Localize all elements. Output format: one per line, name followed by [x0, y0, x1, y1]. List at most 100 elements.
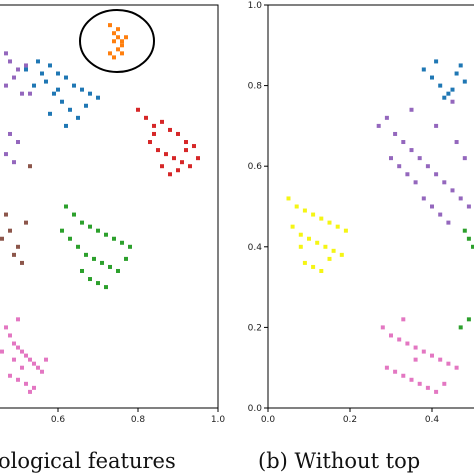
x-tick-label: 0.8: [131, 415, 146, 425]
point: [120, 240, 124, 245]
point: [450, 188, 455, 193]
point: [108, 51, 112, 56]
point: [20, 365, 24, 370]
point: [401, 317, 406, 322]
point: [188, 164, 192, 169]
point: [88, 224, 92, 229]
point: [302, 208, 307, 213]
point: [112, 39, 116, 44]
point: [458, 63, 463, 68]
point: [160, 119, 164, 124]
point: [100, 260, 104, 265]
point: [92, 256, 96, 261]
point: [290, 224, 295, 229]
point: [72, 83, 76, 88]
point: [120, 39, 124, 44]
y-tick-label: 0.8: [248, 82, 263, 92]
point: [48, 63, 52, 68]
point: [425, 164, 430, 169]
point: [298, 244, 303, 249]
axes-frame: [0, 4, 219, 409]
point: [413, 180, 418, 185]
point: [112, 55, 116, 60]
point: [323, 244, 328, 249]
x-tick-label: 1.0: [211, 415, 226, 425]
point: [40, 369, 44, 374]
point: [44, 357, 48, 362]
point: [421, 67, 426, 72]
point: [413, 357, 418, 362]
plot-area: [0, 23, 200, 394]
point: [24, 381, 28, 386]
point: [68, 107, 72, 112]
point: [152, 131, 156, 136]
caption: ological features: [0, 449, 176, 473]
point: [462, 228, 467, 233]
point: [446, 91, 451, 96]
point: [104, 232, 108, 237]
point: [450, 87, 455, 92]
point: [343, 228, 348, 233]
point: [446, 361, 451, 366]
point: [16, 140, 20, 145]
point: [409, 377, 414, 382]
point: [152, 123, 156, 128]
point: [331, 248, 336, 253]
point: [52, 91, 56, 96]
point: [88, 91, 92, 96]
point: [28, 91, 32, 96]
point: [60, 99, 64, 104]
point: [112, 31, 116, 36]
point: [20, 260, 24, 265]
x-tick-label: 0.4: [425, 415, 440, 425]
axes-frame: [267, 4, 474, 409]
point: [384, 115, 389, 120]
point: [96, 95, 100, 100]
point: [108, 23, 112, 28]
point: [327, 256, 332, 261]
x-tick-label: 0.0: [261, 415, 276, 425]
point: [12, 341, 16, 346]
point: [466, 236, 471, 241]
point: [44, 79, 48, 84]
point: [176, 131, 180, 136]
point: [471, 244, 474, 249]
point: [64, 75, 68, 80]
point: [16, 345, 20, 350]
point: [124, 256, 128, 261]
point: [302, 260, 307, 265]
point: [12, 160, 16, 165]
point: [40, 71, 44, 76]
point: [184, 148, 188, 153]
point: [8, 131, 12, 136]
point: [384, 365, 389, 370]
point: [136, 107, 140, 112]
point: [442, 180, 447, 185]
point: [397, 164, 402, 169]
y-tick-label: 0.0: [248, 404, 263, 414]
point: [4, 83, 8, 88]
point: [12, 75, 16, 80]
point: [311, 212, 316, 217]
point: [315, 240, 320, 245]
point: [168, 127, 172, 132]
point: [417, 381, 422, 386]
x-tick-label: 0.2: [343, 415, 357, 425]
point: [24, 63, 28, 68]
point: [168, 172, 172, 177]
point: [192, 144, 196, 149]
point: [0, 236, 5, 241]
point: [466, 317, 471, 322]
point: [319, 216, 324, 221]
point: [401, 373, 406, 378]
point: [393, 131, 398, 136]
point: [446, 220, 451, 225]
point: [438, 357, 443, 362]
point: [401, 140, 406, 145]
highlight-circle: [79, 9, 155, 73]
plot-area: [286, 59, 474, 394]
point: [389, 156, 393, 161]
point: [462, 79, 467, 84]
point: [434, 123, 439, 128]
point: [76, 115, 80, 120]
